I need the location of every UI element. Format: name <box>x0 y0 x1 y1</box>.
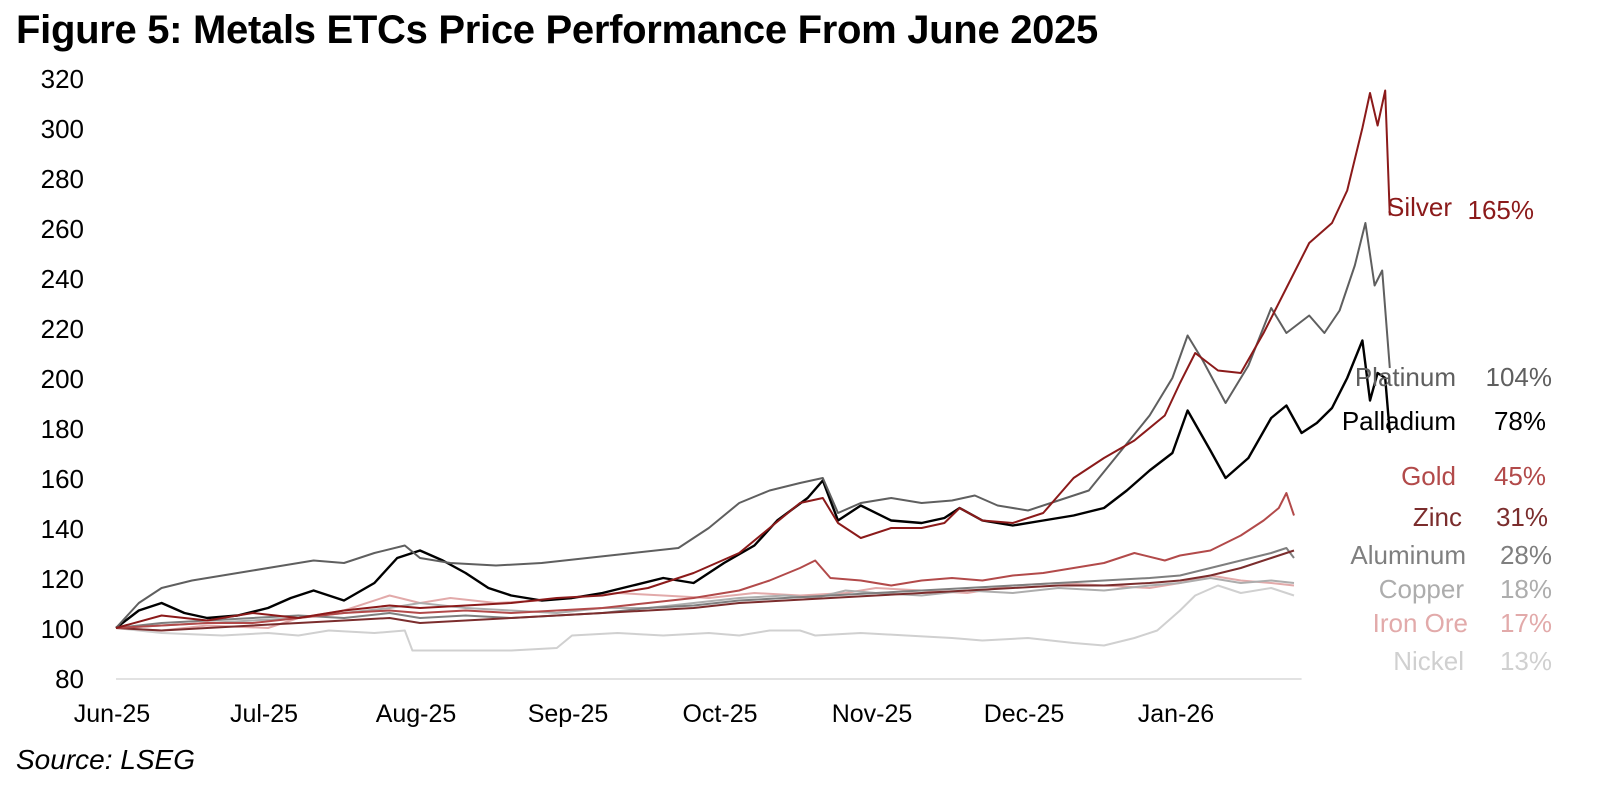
x-tick-label: Nov-25 <box>832 700 913 728</box>
change-iron-ore: 17% <box>1500 608 1552 638</box>
source-note: Source: LSEG <box>16 744 195 775</box>
y-tick-label: 160 <box>41 464 84 494</box>
series-line-nickel <box>115 584 1295 652</box>
y-tick-label: 200 <box>41 364 84 394</box>
label-iron-ore: Iron Ore <box>1373 608 1468 638</box>
label-platinum: Platinum <box>1355 362 1456 392</box>
chart-title: Figure 5: Metals ETCs Price Performance … <box>16 8 1098 52</box>
series-labels: Nickel 13% Iron Ore 17% Copper 18% Aluminum 28%… <box>1342 192 1552 676</box>
x-tick-label: Jan-26 <box>1138 700 1214 728</box>
x-tick-label: Aug-25 <box>376 700 457 728</box>
change-silver: 165% <box>1468 195 1535 225</box>
y-tick-label: 120 <box>41 564 84 594</box>
series-line-platinum <box>115 222 1391 629</box>
change-palladium: 78% <box>1494 406 1546 436</box>
series-line-zinc <box>115 549 1295 632</box>
x-tick-label: Jul-25 <box>230 700 298 728</box>
change-nickel: 13% <box>1500 646 1552 676</box>
y-tick-label: 320 <box>41 64 84 94</box>
y-tick-label: 100 <box>41 614 84 644</box>
y-tick-label: 280 <box>41 164 84 194</box>
series-lines <box>115 89 1391 652</box>
series-line-iron-ore <box>115 574 1295 632</box>
y-tick-label: 180 <box>41 414 84 444</box>
change-aluminum: 28% <box>1500 540 1552 570</box>
y-tick-label: 80 <box>55 664 84 694</box>
label-copper: Copper <box>1379 574 1465 604</box>
label-nickel: Nickel <box>1393 646 1464 676</box>
x-tick-label: Sep-25 <box>528 700 609 728</box>
y-tick-label: 300 <box>41 114 84 144</box>
x-axis: Jun-25 Jul-25 Aug-25 Sep-25 Oct-25 Nov-25 Dec-… <box>74 678 1302 728</box>
series-line-palladium <box>115 339 1391 629</box>
label-palladium: Palladium <box>1342 406 1456 436</box>
y-tick-label: 140 <box>41 514 84 544</box>
change-platinum: 104% <box>1486 362 1553 392</box>
x-tick-label: Oct-25 <box>682 700 757 728</box>
y-tick-label: 240 <box>41 264 84 294</box>
change-gold: 45% <box>1494 461 1546 491</box>
change-copper: 18% <box>1500 574 1552 604</box>
x-tick-label: Jun-25 <box>74 700 150 728</box>
series-line-gold <box>115 492 1295 629</box>
y-tick-label: 260 <box>41 214 84 244</box>
label-zinc: Zinc <box>1413 502 1462 532</box>
y-tick-label: 220 <box>41 314 84 344</box>
series-line-aluminum <box>115 547 1295 629</box>
label-silver: Silver <box>1387 192 1452 222</box>
y-axis: 80 100 120 140 160 180 200 220 240 260 280 300 320 <box>41 64 84 694</box>
label-aluminum: Aluminum <box>1350 540 1466 570</box>
change-zinc: 31% <box>1496 502 1548 532</box>
label-gold: Gold <box>1401 461 1456 491</box>
x-tick-label: Dec-25 <box>984 700 1065 728</box>
series-line-silver <box>115 89 1391 629</box>
